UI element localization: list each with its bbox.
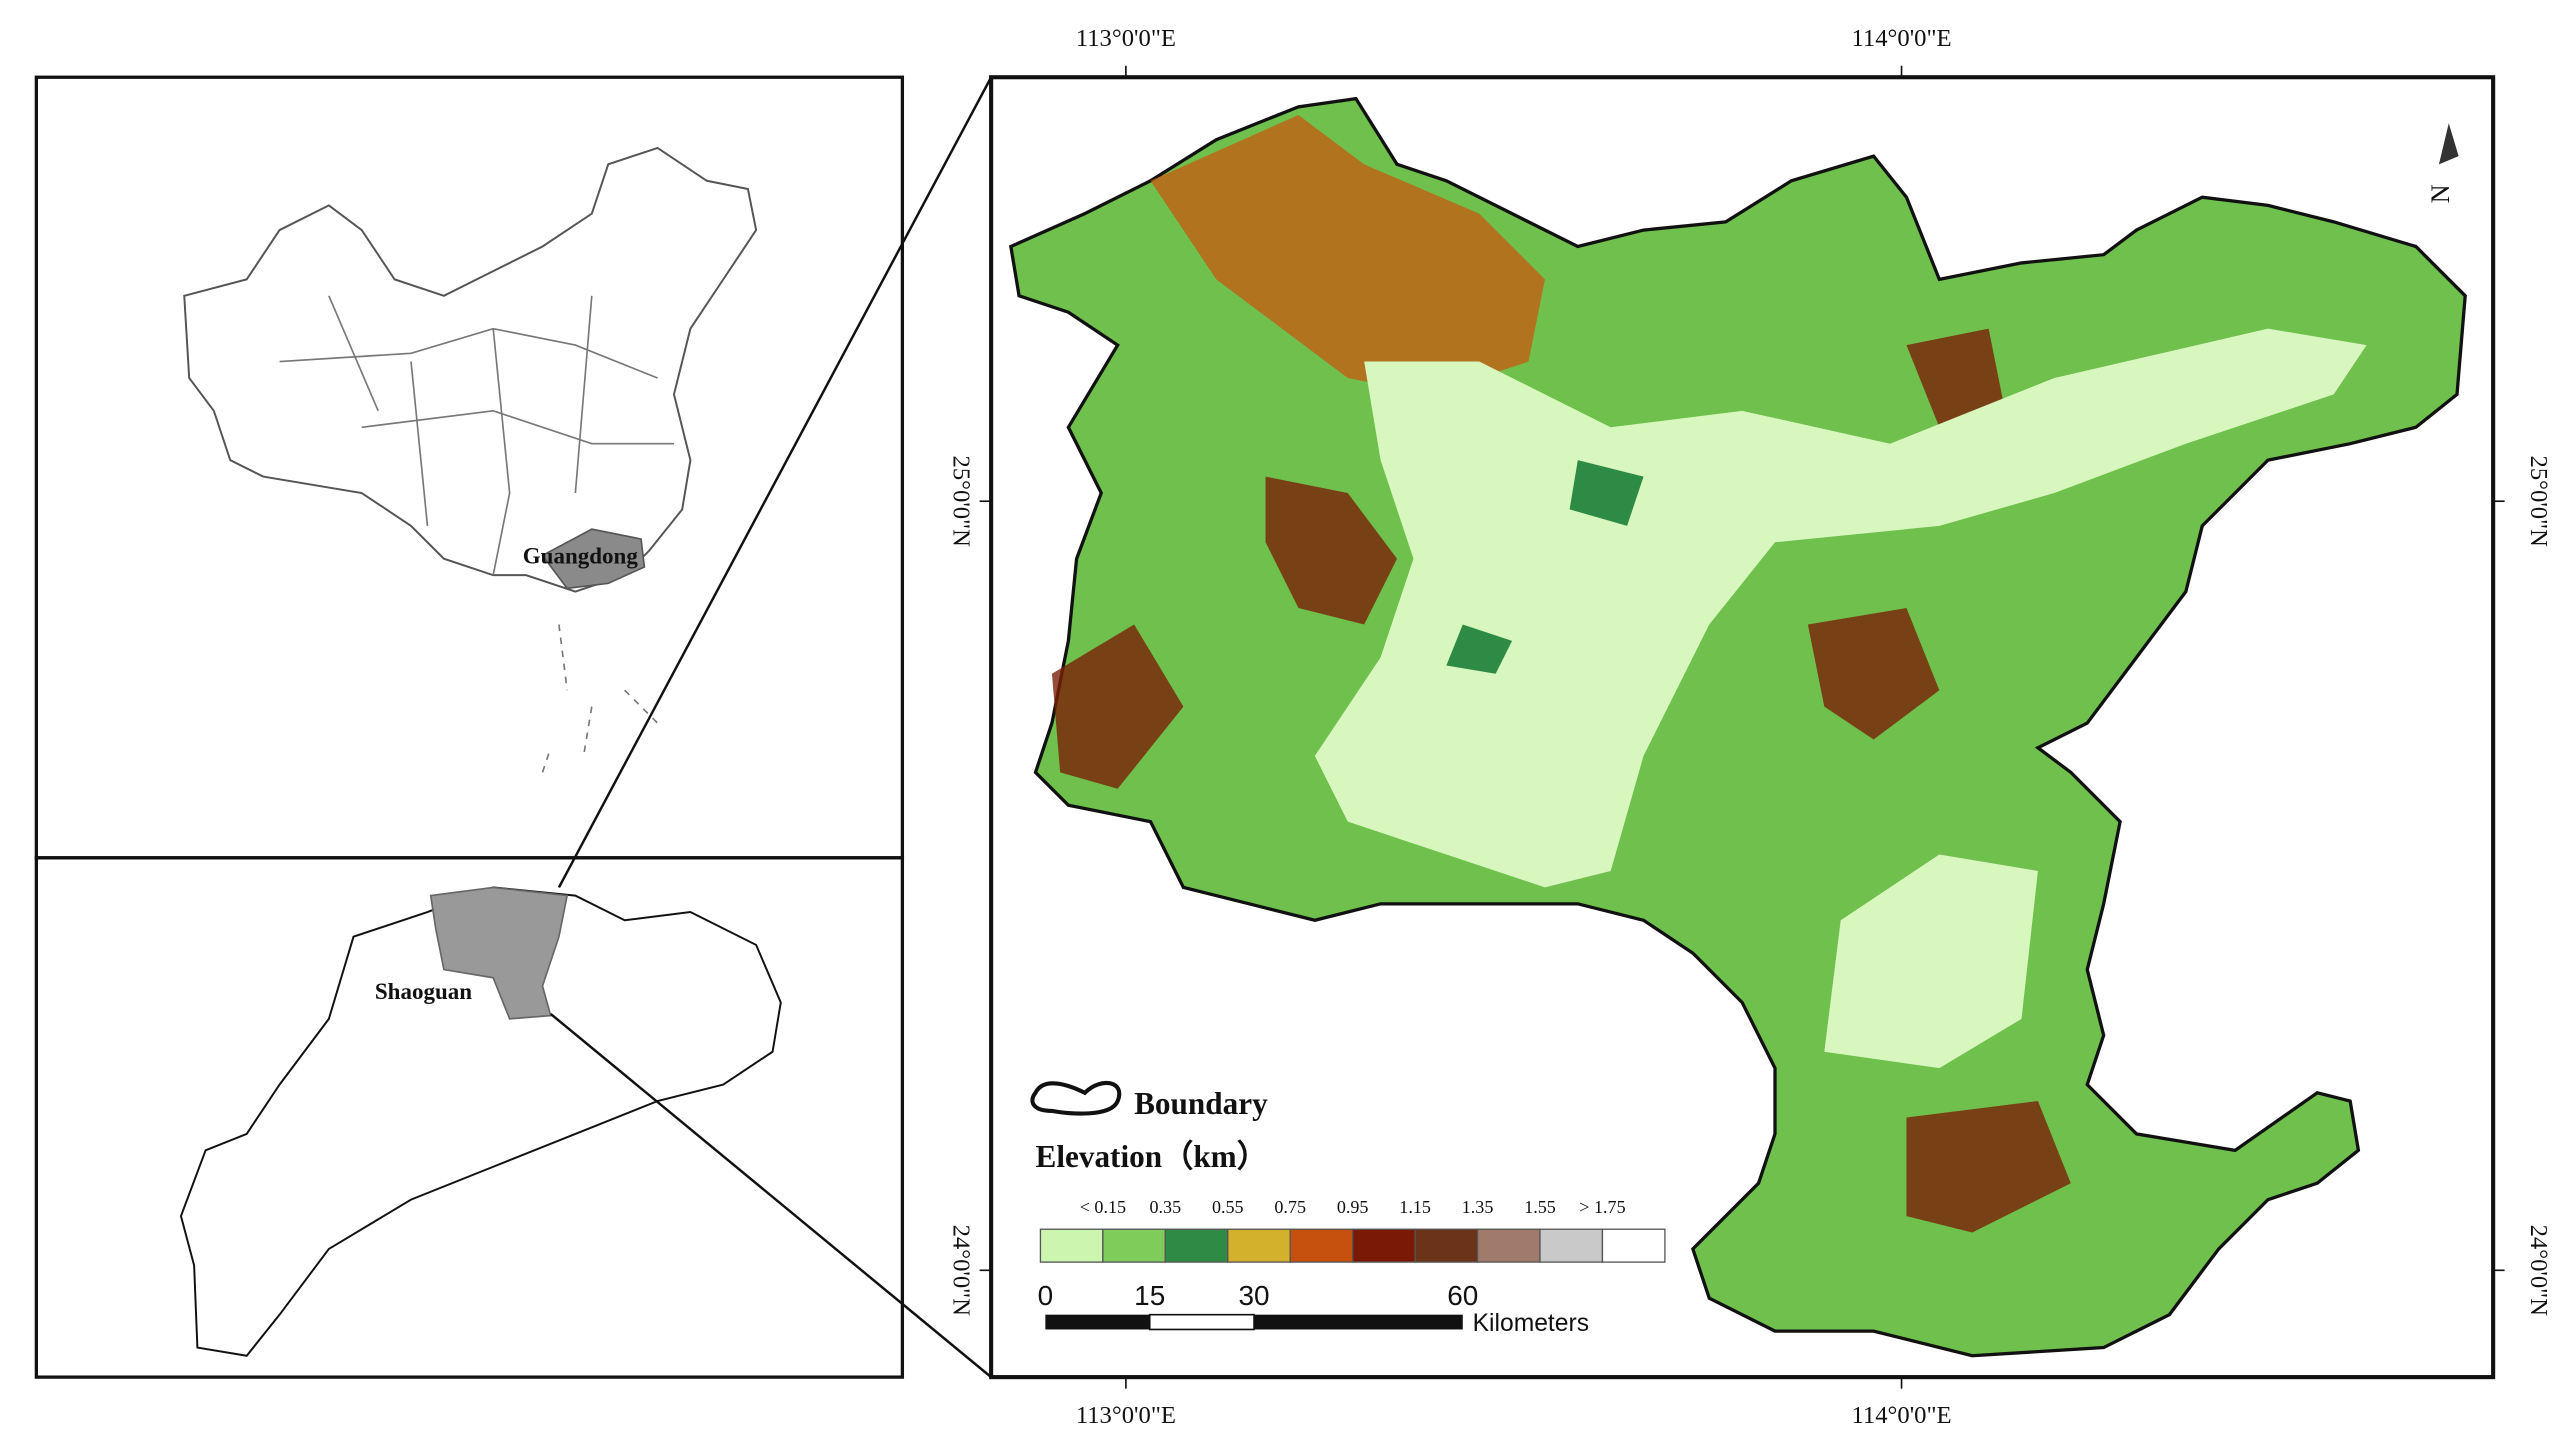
legend-class-label: > 1.75 <box>1579 1197 1625 1217</box>
latitude-label: 24°0'0"N <box>947 1225 974 1317</box>
legend-swatch <box>1164 1228 1229 1263</box>
north-label: N <box>2426 184 2455 203</box>
latitude-label: 25°0'0"N <box>947 456 974 548</box>
legend-class-label: 0.95 <box>1337 1197 1369 1217</box>
legend-class-label: 0.75 <box>1274 1197 1306 1217</box>
legend-class-label: 0.35 <box>1150 1197 1182 1217</box>
inset-label: Guangdong <box>523 544 639 569</box>
legend-title: Elevation（km） <box>1035 1139 1267 1174</box>
legend-swatch <box>1289 1228 1354 1263</box>
guangdong-highlight <box>541 528 646 590</box>
legend-class-label: 0.55 <box>1212 1197 1244 1217</box>
latitude-label: 24°0'0"N <box>2525 1225 2552 1317</box>
legend-label: Boundary <box>1134 1086 1268 1121</box>
longitude-label: 113°0'0"E <box>1076 25 1176 52</box>
latitude-label: 25°0'0"N <box>2525 456 2552 548</box>
islands <box>541 624 659 773</box>
scale-tick-label: 0 <box>1038 1280 1054 1311</box>
longitude-label: 114°0'0"E <box>1851 1402 1951 1429</box>
legend-class-label: 1.15 <box>1399 1197 1431 1217</box>
inset-label: Shaoguan <box>375 979 472 1004</box>
scale-tick-label: 15 <box>1134 1280 1165 1311</box>
boundary-symbol <box>1030 1080 1122 1116</box>
elevation-zone <box>1051 328 2071 1233</box>
shaoguan-highlight <box>429 886 569 1020</box>
legend-swatch <box>1352 1228 1416 1263</box>
scale-segment <box>1254 1314 1463 1330</box>
scale-segment <box>1045 1314 1150 1330</box>
scale-segment <box>1148 1313 1255 1331</box>
longitude-label: 114°0'0"E <box>1851 25 1951 52</box>
connector-line <box>557 76 993 888</box>
legend-class-label: 1.55 <box>1524 1197 1556 1217</box>
legend-swatch <box>1601 1228 1666 1263</box>
elevation-zone <box>1314 328 2367 1069</box>
longitude-label: 113°0'0"E <box>1076 1402 1176 1429</box>
elevation-zone <box>1446 460 1644 674</box>
province-lines <box>279 295 674 576</box>
legend-swatch <box>1039 1228 1104 1263</box>
legend-swatch <box>1539 1228 1604 1263</box>
elevation-zone <box>1150 115 1545 395</box>
legend-class-label: 1.35 <box>1462 1197 1494 1217</box>
china-outline <box>183 146 758 593</box>
north-arrow: N <box>2426 123 2459 203</box>
legend-swatch <box>1227 1228 1291 1263</box>
inset-frame <box>34 856 905 1379</box>
legend-swatch <box>1102 1228 1166 1263</box>
legend-swatch <box>1476 1228 1541 1263</box>
legend-class-label: < 0.15 <box>1080 1197 1126 1217</box>
scale-tick-label: 30 <box>1239 1280 1270 1311</box>
graticule: 113°0'0"E 114°0'0"E 113°0'0"E 114°0'0"E … <box>947 25 2552 1429</box>
legend-swatch <box>1414 1228 1479 1263</box>
scale-unit: Kilometers <box>1473 1310 1589 1337</box>
connector-line <box>549 1012 992 1379</box>
guangdong-outline <box>179 886 782 1357</box>
scale-tick-label: 60 <box>1447 1280 1478 1311</box>
